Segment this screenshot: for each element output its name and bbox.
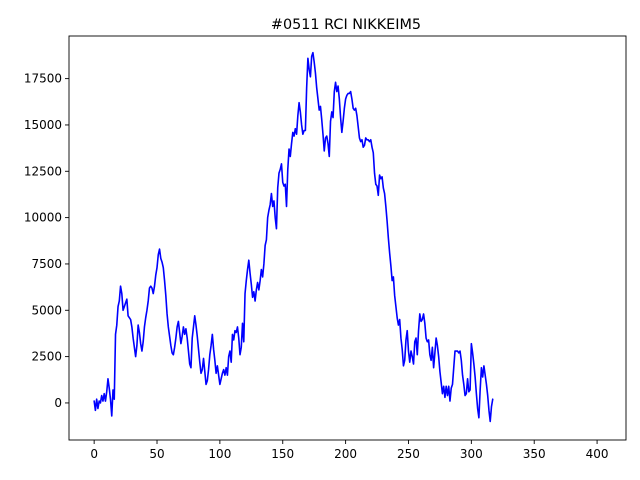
x-tick-label: 300 xyxy=(460,447,483,461)
x-tick-label: 50 xyxy=(149,447,164,461)
y-tick-label: 7500 xyxy=(31,257,62,271)
y-tick-label: 17500 xyxy=(24,72,62,86)
plot-area-frame xyxy=(68,35,627,441)
x-tick-label: 350 xyxy=(523,447,546,461)
y-tick-label: 15000 xyxy=(24,118,62,132)
chart-title: #0511 RCI NIKKEIM5 xyxy=(271,17,421,33)
y-tick-label: 12500 xyxy=(24,164,62,178)
x-tick-label: 200 xyxy=(334,447,357,461)
y-tick-label: 0 xyxy=(54,396,62,410)
x-tick-label: 400 xyxy=(586,447,609,461)
y-tick-label: 10000 xyxy=(24,211,62,225)
series-layer xyxy=(93,51,494,423)
x-tick-label: 150 xyxy=(271,447,294,461)
x-tick-label: 100 xyxy=(208,447,231,461)
x-tick-label: 0 xyxy=(90,447,98,461)
x-tick-label: 250 xyxy=(397,447,420,461)
series-line xyxy=(93,51,494,423)
y-tick-label: 5000 xyxy=(31,303,62,317)
y-tick-label: 2500 xyxy=(31,350,62,364)
axis-ticks: 0 50 100 150 200 250 300 350 400 0 2500 5000 7500 100… xyxy=(24,72,609,461)
